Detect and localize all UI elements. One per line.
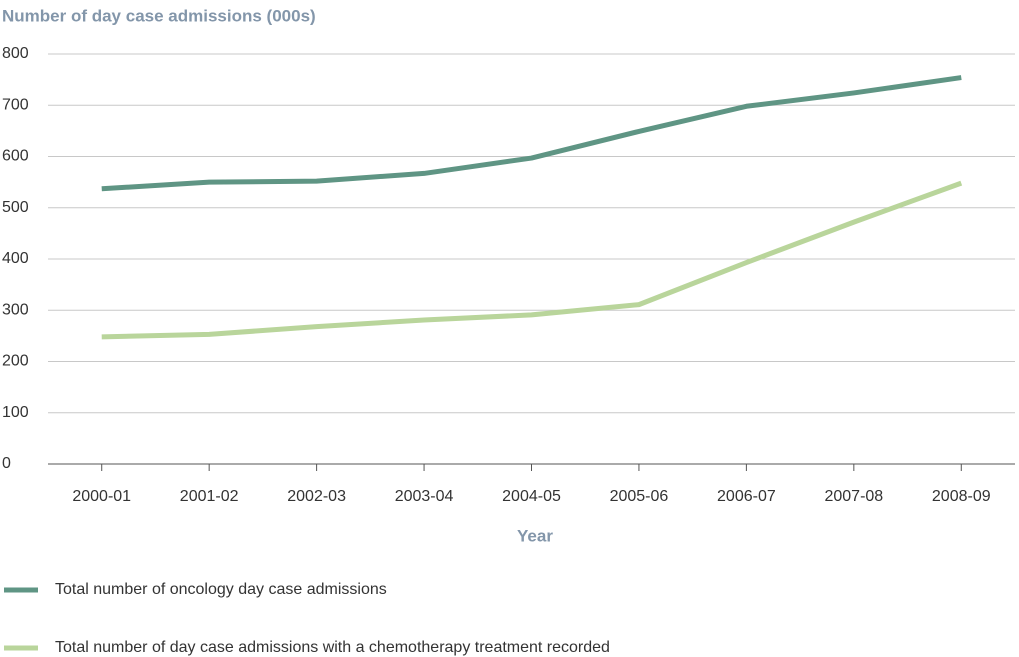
- legend-label: Total number of oncology day case admiss…: [55, 581, 387, 598]
- y-tick-label: 200: [2, 353, 29, 370]
- y-tick-label: 400: [2, 250, 29, 267]
- x-axis-label: Year: [517, 526, 553, 545]
- y-tick-label: 300: [2, 301, 29, 318]
- y-tick-label: 0: [2, 455, 11, 472]
- x-tick-label: 2005-06: [610, 488, 669, 505]
- series-line: [101, 180, 963, 340]
- x-tick-label: 2000-01: [72, 488, 131, 505]
- x-tick-label: 2004-05: [502, 488, 561, 505]
- x-tick-label: 2001-02: [180, 488, 239, 505]
- x-tick-label: 2008-09: [932, 488, 991, 505]
- legend-label: Total number of day case admissions with…: [55, 639, 610, 656]
- y-axis-label: Number of day case admissions (000s): [2, 6, 316, 25]
- x-tick-label: 2007-08: [824, 488, 883, 505]
- y-tick-label: 700: [2, 96, 29, 113]
- y-tick-label: 100: [2, 404, 29, 421]
- x-tick-label: 2002-03: [287, 488, 346, 505]
- y-tick-label: 800: [2, 45, 29, 62]
- x-tick-label: 2006-07: [717, 488, 776, 505]
- series-line: [101, 75, 962, 192]
- y-tick-label: 500: [2, 199, 29, 216]
- y-tick-label: 600: [2, 148, 29, 165]
- x-tick-label: 2003-04: [395, 488, 454, 505]
